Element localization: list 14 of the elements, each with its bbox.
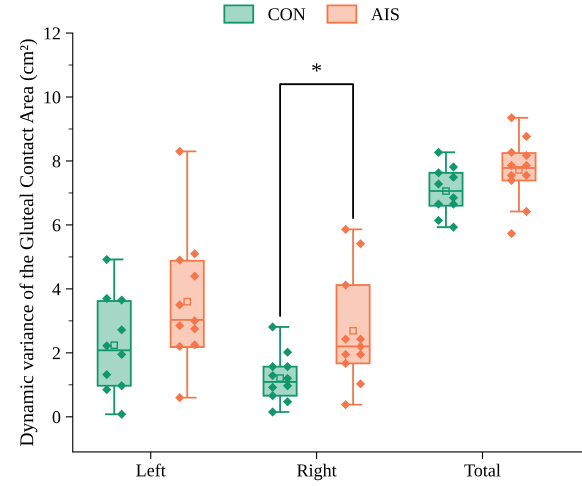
x-tick-label: Left — [136, 464, 166, 476]
x-tick-label: Total — [464, 464, 501, 476]
y-tick-label: 0 — [52, 411, 60, 424]
annotation: * — [312, 63, 322, 72]
y-tick-label: 12 — [44, 27, 60, 40]
y-tick-label: 6 — [52, 219, 60, 232]
legend-label: CON — [268, 8, 306, 20]
y-axis-title: Dynamic variance of the Gluteal Contact Area (cm²) — [19, 39, 38, 446]
y-tick-label: 10 — [44, 91, 60, 104]
y-tick-label: 4 — [52, 283, 61, 296]
x-tick-label: Right — [297, 464, 337, 480]
legend-label: AIS — [370, 8, 399, 20]
y-tick-label: 2 — [52, 347, 60, 360]
y-tick-label: 8 — [52, 155, 60, 168]
